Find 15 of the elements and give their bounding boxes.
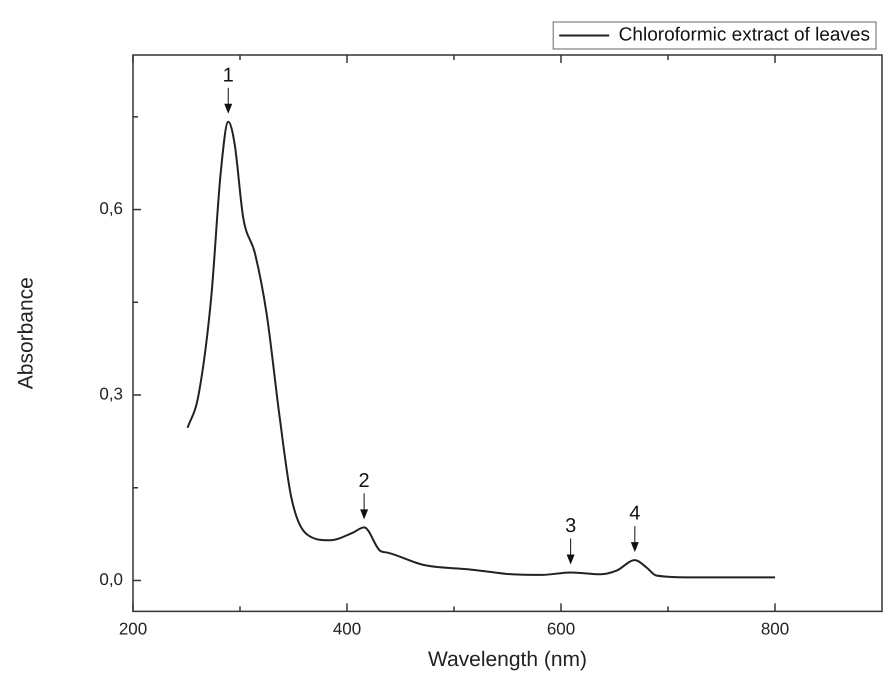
y-tick-label: 0,0 (99, 570, 123, 590)
x-axis-title: Wavelength (nm) (428, 648, 588, 672)
x-tick-label: 200 (118, 619, 148, 638)
y-tick-label: 0,6 (99, 199, 123, 218)
annotation: 3 (565, 514, 576, 537)
annotation: 4 (629, 502, 640, 525)
annotation: 1 (222, 64, 234, 86)
x-tick-label: 600 (546, 619, 576, 638)
x-tick-label: 400 (332, 619, 362, 638)
line-series (186, 120, 776, 578)
y-tick-label: 0,3 (99, 384, 123, 404)
y-axis-title: Absorbance (14, 277, 38, 390)
x-tick-label: 800 (760, 619, 790, 638)
legend-label: Chloroformic extract of leaves (618, 24, 870, 46)
annotation: 2 (358, 470, 370, 492)
